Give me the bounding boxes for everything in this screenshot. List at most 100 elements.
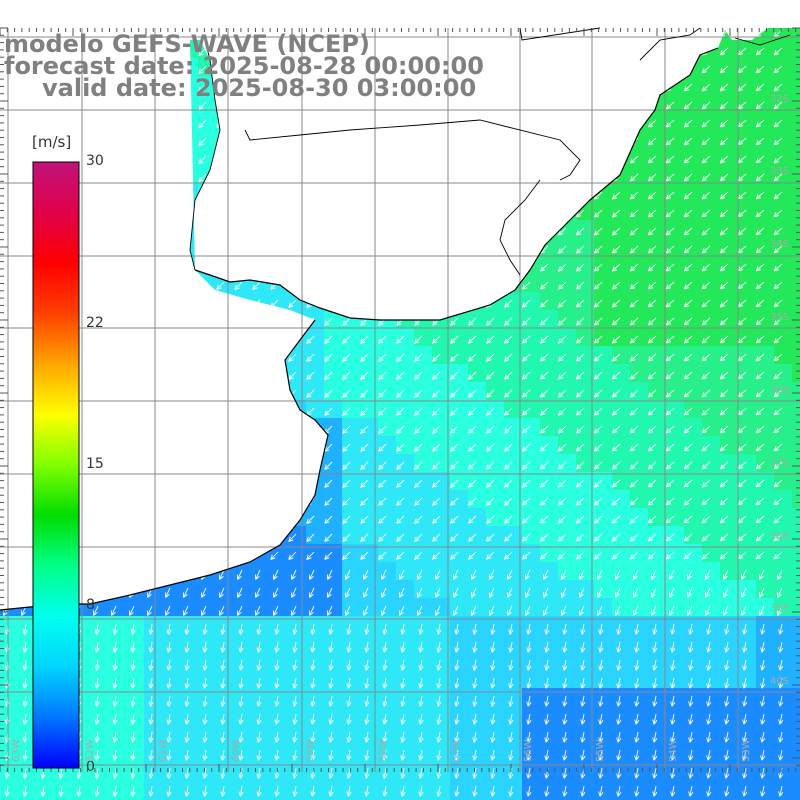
wind-arrow	[687, 569, 693, 580]
wind-arrow	[755, 281, 765, 290]
wind-arrow	[76, 767, 82, 779]
field-cell	[414, 436, 433, 455]
wind-arrow	[670, 641, 676, 653]
wind-arrow	[360, 443, 369, 452]
wind-arrow	[561, 569, 567, 580]
wind-arrow	[436, 659, 442, 671]
field-cell	[360, 436, 379, 455]
field-cell	[522, 310, 541, 329]
latitude-label: 33S	[770, 166, 790, 177]
field-cell	[306, 526, 325, 545]
wind-arrow	[615, 605, 621, 616]
field-cell	[522, 670, 541, 689]
field-cell	[162, 706, 181, 725]
field-cell	[558, 778, 577, 797]
wind-arrow	[486, 389, 495, 398]
wind-arrow	[634, 767, 640, 779]
field-cell	[738, 598, 757, 617]
wind-arrow	[418, 641, 424, 653]
field-cell	[648, 328, 667, 347]
field-cell	[396, 364, 415, 383]
field-cell	[774, 184, 793, 203]
field-cell	[666, 706, 685, 725]
wind-arrow	[719, 119, 729, 128]
field-cell	[612, 418, 631, 437]
field-cell	[720, 238, 739, 257]
wind-arrow	[521, 425, 531, 434]
field-cell	[738, 328, 757, 347]
field-cell	[468, 760, 487, 779]
wind-arrow	[288, 299, 297, 308]
field-cell	[792, 202, 800, 221]
field-cell	[792, 598, 800, 617]
wind-arrow	[378, 389, 387, 398]
wind-arrow	[237, 569, 243, 580]
field-cell	[720, 670, 739, 689]
field-cell	[738, 310, 757, 329]
wind-arrow	[651, 587, 657, 598]
wind-arrow	[22, 641, 28, 653]
field-cell	[738, 220, 757, 239]
field-cell	[522, 562, 541, 581]
field-cell	[684, 292, 703, 311]
field-cell	[540, 688, 559, 707]
field-cell	[450, 346, 469, 365]
wind-arrow	[719, 47, 729, 56]
wind-arrow	[418, 713, 424, 725]
field-cell	[198, 130, 217, 149]
wind-arrow	[472, 713, 478, 725]
field-cell	[756, 202, 775, 221]
latitude-label: 36S	[770, 385, 790, 396]
wind-arrow	[719, 407, 729, 416]
wind-arrow	[396, 497, 405, 506]
field-cell	[612, 724, 631, 743]
wind-arrow	[539, 407, 549, 416]
field-cell	[792, 454, 800, 473]
wind-arrow	[701, 497, 711, 506]
wind-arrow	[634, 695, 640, 707]
wind-arrow	[562, 695, 568, 707]
wind-arrow	[450, 479, 459, 488]
wind-arrow	[778, 677, 784, 689]
field-cell	[630, 382, 649, 401]
wind-arrow	[647, 137, 657, 146]
field-cell	[774, 634, 793, 653]
field-cell	[198, 742, 217, 761]
wind-arrow	[598, 659, 604, 671]
wind-arrow	[579, 569, 585, 580]
field-cell	[360, 688, 379, 707]
wind-arrow	[382, 641, 388, 653]
field-cell	[90, 778, 109, 797]
field-cell	[738, 688, 757, 707]
wind-arrow	[719, 335, 729, 344]
field-cell	[738, 238, 757, 257]
field-cell	[378, 634, 397, 653]
field-cell	[684, 508, 703, 527]
wind-arrow	[198, 137, 207, 147]
field-cell	[270, 742, 289, 761]
field-cell	[252, 742, 271, 761]
wind-arrow	[615, 569, 621, 580]
field-cell	[738, 400, 757, 419]
field-cell	[648, 238, 667, 257]
field-cell	[630, 670, 649, 689]
field-cell	[486, 310, 505, 329]
wind-arrow	[521, 353, 531, 362]
field-cell	[648, 148, 667, 167]
field-cell	[540, 346, 559, 365]
wind-arrow	[396, 551, 405, 560]
field-cell	[792, 256, 800, 275]
wind-arrow	[130, 641, 136, 653]
field-cell	[180, 598, 199, 617]
wind-arrow	[543, 605, 549, 616]
field-cell	[720, 202, 739, 221]
field-cell	[540, 454, 559, 473]
field-cell	[594, 346, 613, 365]
field-cell	[702, 526, 721, 545]
wind-arrow	[165, 587, 171, 598]
field-cell	[558, 706, 577, 725]
wind-arrow	[557, 317, 567, 326]
wind-arrow	[342, 551, 351, 560]
field-cell	[468, 724, 487, 743]
wind-arrow	[292, 713, 298, 725]
